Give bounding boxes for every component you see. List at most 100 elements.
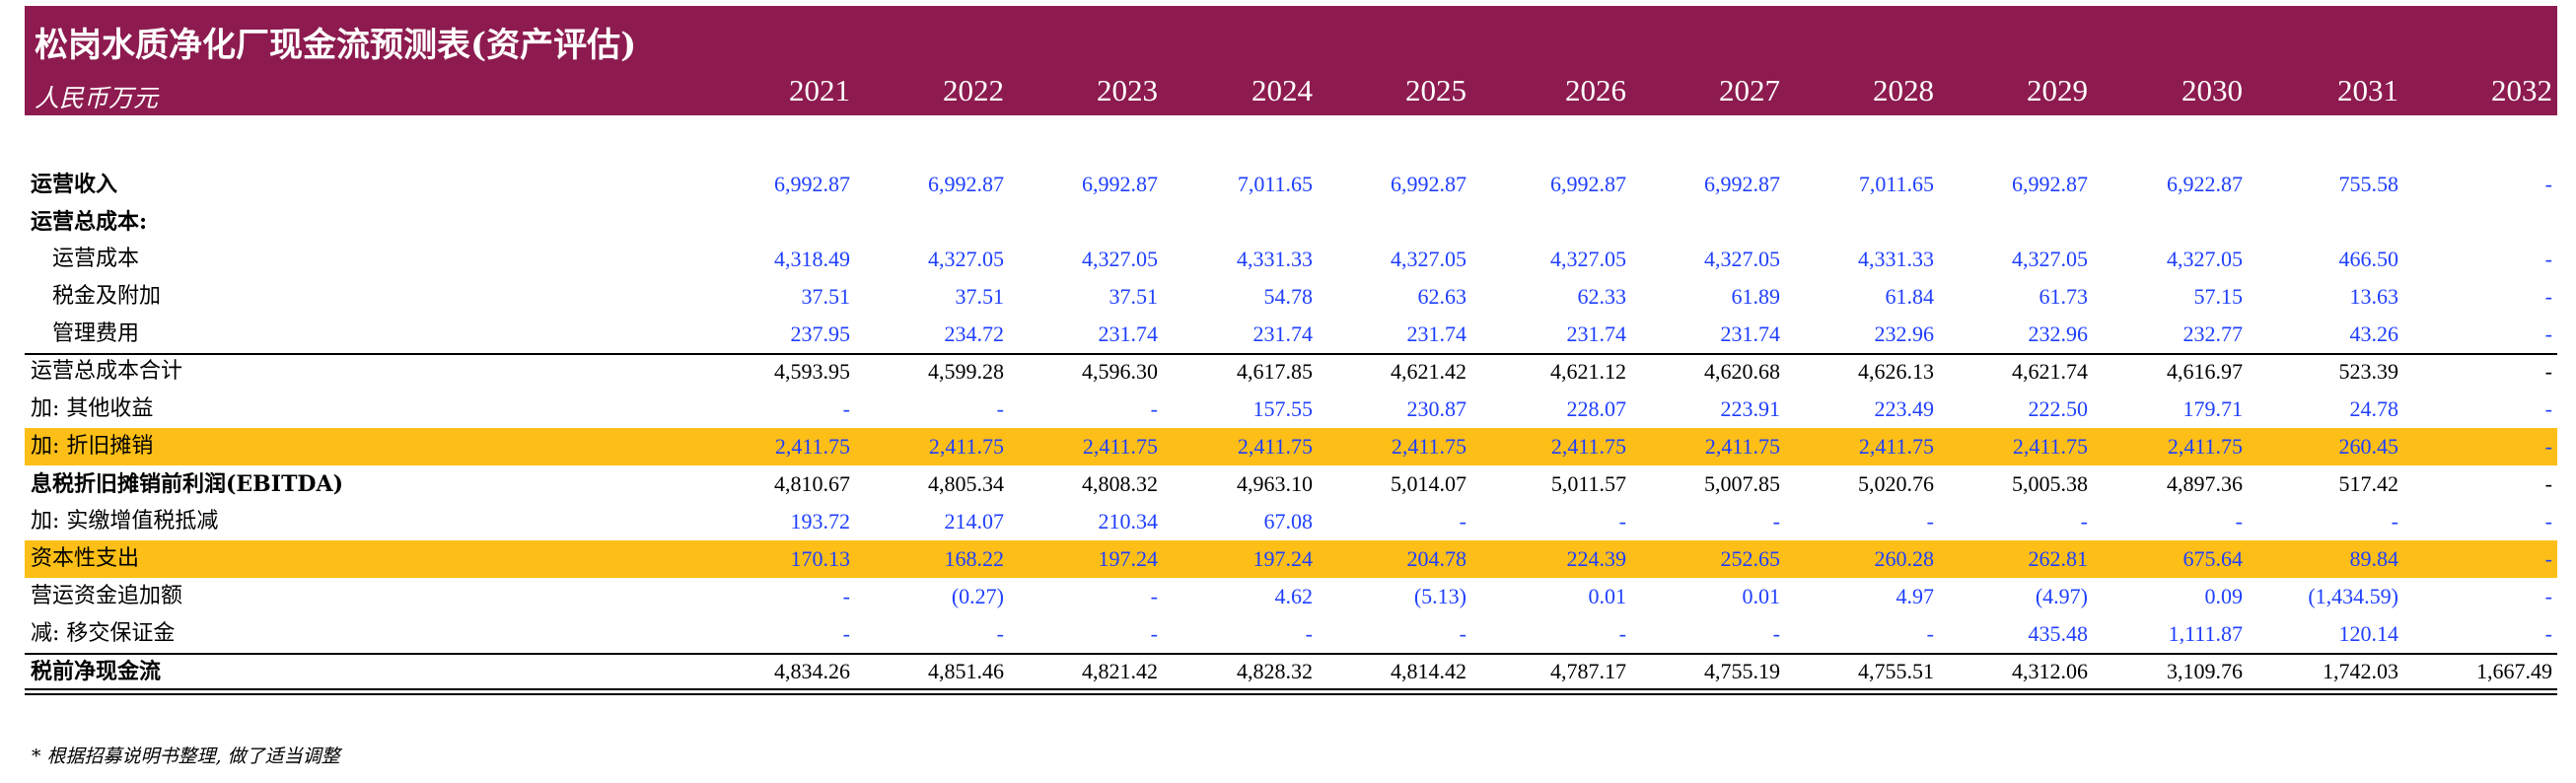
- cell-value: 67.08: [1263, 509, 1314, 534]
- table-row: 加: 折旧摊销 2,411.75 2,411.75 2,411.75 2,411.75 2…: [25, 428, 2557, 465]
- cell-value: 4,805.34: [928, 471, 1004, 496]
- cell-value: 262.81: [2028, 546, 2089, 571]
- cell-value: 89.84: [2349, 546, 2399, 571]
- cell-value: -: [996, 621, 1004, 646]
- cell-value: -: [2544, 584, 2552, 608]
- rule-bottom-1: [25, 688, 2557, 690]
- row-label: 运营总成本合计: [31, 359, 183, 384]
- cell-value: 4,897.36: [2167, 471, 2243, 496]
- cell-value: 4,821.42: [1082, 659, 1158, 683]
- cell-value: 230.87: [1406, 396, 1467, 421]
- cell-value: 197.24: [1252, 546, 1314, 571]
- cell-value: 523.39: [2338, 359, 2399, 384]
- cell-value: 4,599.28: [928, 359, 1004, 384]
- cell-value: -: [842, 396, 850, 421]
- cell-value: 37.51: [1109, 284, 1159, 309]
- year-header-2028: 2028: [1873, 73, 1934, 107]
- cell-value: 4,596.30: [1082, 359, 1158, 384]
- cell-value: 0.01: [1742, 584, 1781, 608]
- year-header-2024: 2024: [1252, 73, 1313, 107]
- cell-value: 4.97: [1896, 584, 1935, 608]
- table-header-banner: 松岗水质净化厂现金流预测表(资产评估) 人民币万元 2021 2022 2023 20…: [25, 6, 2557, 115]
- cell-value: 4,963.10: [1237, 471, 1313, 496]
- cell-value: 4,755.51: [1858, 659, 1934, 683]
- row-label: 息税折旧摊销前利润(EBITDA): [31, 471, 343, 497]
- unit-label: 人民币万元: [35, 84, 159, 112]
- cell-value: 6,992.87: [2012, 172, 2088, 196]
- cell-value: 222.50: [2028, 396, 2089, 421]
- cell-value: 237.95: [790, 321, 851, 346]
- table-row: 加: 其他收益 - - - 157.55 230.87 228.07 223.91 223.49…: [25, 391, 2557, 428]
- cell-value: 170.13: [790, 546, 851, 571]
- cell-value: 2,411.75: [774, 434, 850, 459]
- cell-value: 4,626.13: [1858, 359, 1934, 384]
- cell-value: 5,014.07: [1391, 471, 1467, 496]
- table-row: 税前净现金流 4,834.26 4,851.46 4,821.42 4,828.32 4,…: [25, 653, 2557, 690]
- cell-value: -: [2235, 509, 2243, 534]
- cell-value: 2,411.75: [1237, 434, 1313, 459]
- row-label: 加: 其他收益: [31, 396, 154, 421]
- cell-value: 0.01: [1588, 584, 1627, 608]
- cell-value: 2,411.75: [2167, 434, 2243, 459]
- year-header-2026: 2026: [1565, 73, 1626, 107]
- cell-value: -: [1305, 621, 1313, 646]
- cell-value: 232.96: [1874, 321, 1935, 346]
- cell-value: -: [2544, 546, 2552, 571]
- cell-value: 466.50: [2338, 247, 2399, 271]
- cell-value: (0.27): [951, 584, 1004, 608]
- row-label: 运营成本: [52, 247, 140, 271]
- cell-value: 61.89: [1731, 284, 1781, 309]
- cell-value: 6,992.87: [1704, 172, 1780, 196]
- row-label: 税前净现金流: [31, 659, 162, 684]
- cell-value: 37.51: [955, 284, 1005, 309]
- cell-value: 7,011.65: [1237, 172, 1313, 196]
- cell-value: 231.74: [1252, 321, 1314, 346]
- cell-value: 4,620.68: [1704, 359, 1780, 384]
- rule-above-net-cashflow: [25, 653, 2557, 655]
- cell-value: 0.09: [2204, 584, 2244, 608]
- cell-value: -: [2544, 509, 2552, 534]
- year-header-2022: 2022: [943, 73, 1004, 107]
- cell-value: 4,593.95: [774, 359, 850, 384]
- cell-value: 4,808.32: [1082, 471, 1158, 496]
- cell-value: -: [2544, 247, 2552, 271]
- row-label: 运营总成本:: [31, 209, 148, 235]
- cell-value: 1,742.03: [2323, 659, 2398, 683]
- cell-value: 193.72: [790, 509, 851, 534]
- cell-value: 61.73: [2039, 284, 2089, 309]
- cell-value: 13.63: [2349, 284, 2399, 309]
- year-header-2029: 2029: [2027, 73, 2088, 107]
- cell-value: 37.51: [801, 284, 851, 309]
- cell-value: 435.48: [2028, 621, 2089, 646]
- table-row: 管理费用 237.95 234.72 231.74 231.74 231.74 231.74…: [25, 316, 2557, 353]
- cell-value: 4,331.33: [1237, 247, 1313, 271]
- cell-value: 62.63: [1417, 284, 1467, 309]
- cell-value: 6,992.87: [1391, 172, 1467, 196]
- table-row: 运营成本 4,318.49 4,327.05 4,327.05 4,331.33 4,32…: [25, 241, 2557, 278]
- table-row: 运营收入 6,992.87 6,992.87 6,992.87 7,011.65 6,99…: [25, 166, 2557, 203]
- cell-value: 61.84: [1885, 284, 1935, 309]
- cell-value: -: [842, 584, 850, 608]
- cell-value: 7,011.65: [1858, 172, 1934, 196]
- cell-value: -: [1772, 621, 1780, 646]
- cell-value: 2,411.75: [1082, 434, 1158, 459]
- cell-value: 5,011.57: [1550, 471, 1626, 496]
- cell-value: 4,617.85: [1237, 359, 1313, 384]
- year-header-2025: 2025: [1405, 73, 1467, 107]
- cell-value: 755.58: [2338, 172, 2399, 196]
- cell-value: 4,851.46: [928, 659, 1004, 683]
- cell-value: 2,411.75: [928, 434, 1004, 459]
- cell-value: 2,411.75: [2012, 434, 2088, 459]
- cell-value: 228.07: [1566, 396, 1627, 421]
- cell-value: 6,992.87: [774, 172, 850, 196]
- cell-value: 54.78: [1263, 284, 1314, 309]
- year-header-2027: 2027: [1719, 73, 1780, 107]
- cell-value: -: [2544, 621, 2552, 646]
- cell-value: (5.13): [1413, 584, 1467, 608]
- row-label: 营运资金追加额: [31, 584, 183, 608]
- year-header-2032: 2032: [2491, 73, 2552, 107]
- cell-value: 4.62: [1274, 584, 1314, 608]
- cell-value: 231.74: [1098, 321, 1159, 346]
- cell-value: 43.26: [2349, 321, 2399, 346]
- cell-value: -: [1926, 621, 1934, 646]
